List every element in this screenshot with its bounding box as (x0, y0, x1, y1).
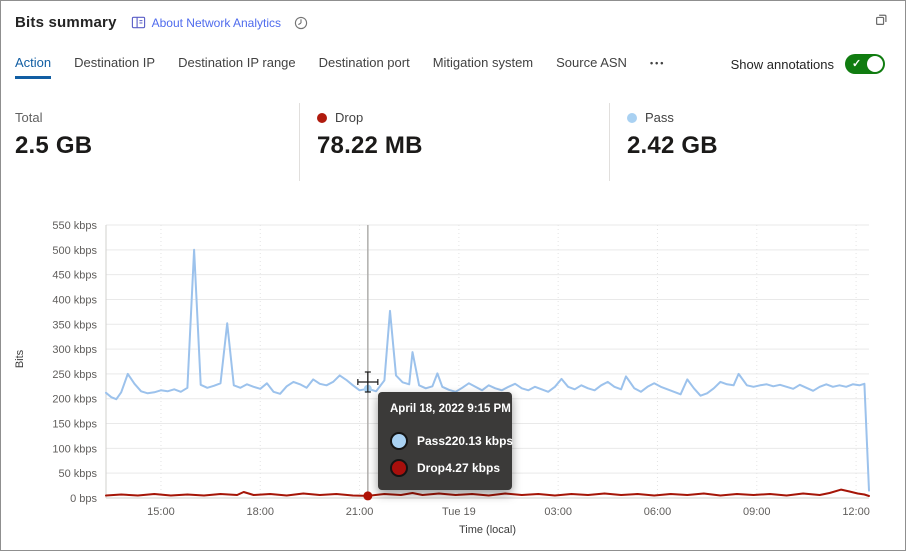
y-tick-label: 250 kbps (52, 369, 97, 381)
stat-divider (299, 103, 300, 181)
check-icon: ✓ (852, 57, 862, 70)
tab-destination-port[interactable]: Destination port (318, 55, 410, 70)
show-annotations-label: Show annotations (730, 56, 834, 72)
stat-total-label: Total (15, 110, 43, 125)
stat-pass-value: 2.42 GB (627, 132, 718, 159)
x-tick-label: 03:00 (544, 506, 572, 518)
drop-line[interactable] (105, 488, 870, 497)
x-tick-label: 21:00 (346, 506, 374, 518)
x-tick-label: Tue 19 (442, 506, 476, 518)
book-icon (131, 15, 146, 30)
y-tick-label: 300 kbps (52, 344, 97, 356)
summary-stats: Total 2.5 GB Drop 78.22 MB Pass 2.42 GB (1, 101, 905, 181)
y-tick-label: 150 kbps (52, 419, 97, 431)
stat-drop: Drop 78.22 MB (317, 101, 423, 160)
tab-action[interactable]: Action (15, 55, 52, 79)
toggle-knob (867, 56, 883, 72)
expand-chart-icon[interactable] (874, 12, 889, 32)
x-tick-label: 15:00 (147, 506, 175, 518)
page-title: Bits summary (15, 14, 117, 31)
x-tick-label: 06:00 (644, 506, 672, 518)
x-axis-title: Time (local) (458, 524, 517, 536)
y-tick-label: 450 kbps (52, 270, 97, 282)
tooltip-pass-label: Pass (417, 434, 446, 448)
stat-total-value: 2.5 GB (15, 132, 93, 159)
panel-header: Bits summary About Network Analytics (15, 14, 309, 31)
pass-color-dot (390, 432, 408, 450)
x-tick-label: 12:00 (842, 506, 870, 518)
stat-total: Total 2.5 GB (15, 101, 92, 160)
stat-drop-value: 78.22 MB (317, 132, 423, 159)
y-axis-title: Bits (14, 349, 26, 369)
tab-destination-ip-range[interactable]: Destination IP range (178, 55, 296, 70)
drop-color-dot (317, 112, 327, 123)
stat-divider (609, 103, 610, 181)
pivot-tabs: Action Destination IP Destination IP ran… (15, 55, 665, 79)
y-tick-label: 550 kbps (52, 220, 97, 232)
y-tick-label: 100 kbps (52, 443, 97, 455)
show-annotations-toggle[interactable]: ✓ (845, 54, 885, 74)
x-tick-label: 09:00 (743, 506, 771, 518)
tooltip-pass-value: 220.13 kbps (445, 434, 514, 448)
y-tick-label: 200 kbps (52, 394, 97, 406)
tooltip-timestamp: April 18, 2022 9:15 PM (390, 403, 511, 415)
about-link-label: About Network Analytics (151, 15, 282, 30)
chart-tooltip: April 18, 2022 9:15 PM Pass 220.13 kbps … (378, 392, 513, 490)
show-annotations-control: Show annotations ✓ (731, 54, 885, 74)
about-network-analytics-link[interactable]: About Network Analytics (131, 15, 281, 30)
tooltip-pass-row: Pass 220.13 kbps (390, 432, 513, 450)
stat-pass-label: Pass (645, 110, 674, 125)
pass-color-dot (627, 112, 637, 123)
tooltip-drop-value: 4.27 kbps (445, 461, 500, 475)
tooltip-drop-row: Drop 4.27 kbps (390, 459, 500, 477)
tab-destination-ip[interactable]: Destination IP (74, 55, 156, 70)
tab-mitigation-system[interactable]: Mitigation system (432, 55, 534, 70)
y-tick-label: 350 kbps (52, 319, 97, 331)
x-tick-label: 18:00 (246, 506, 274, 518)
pass-hover-marker (363, 384, 372, 393)
y-tick-label: 400 kbps (52, 294, 97, 306)
y-tick-label: 0 bps (70, 493, 97, 505)
stat-drop-label: Drop (335, 110, 364, 125)
drop-hover-marker (363, 491, 373, 501)
tab-source-asn[interactable]: Source ASN (556, 55, 627, 70)
y-tick-label: 50 kbps (58, 468, 97, 480)
more-tabs-icon[interactable]: ••• (649, 58, 666, 68)
stat-pass: Pass 2.42 GB (627, 101, 718, 160)
time-range-icon[interactable] (293, 15, 309, 31)
y-tick-label: 500 kbps (52, 245, 97, 257)
drop-color-dot (390, 459, 408, 477)
tooltip-drop-label: Drop (417, 461, 445, 475)
